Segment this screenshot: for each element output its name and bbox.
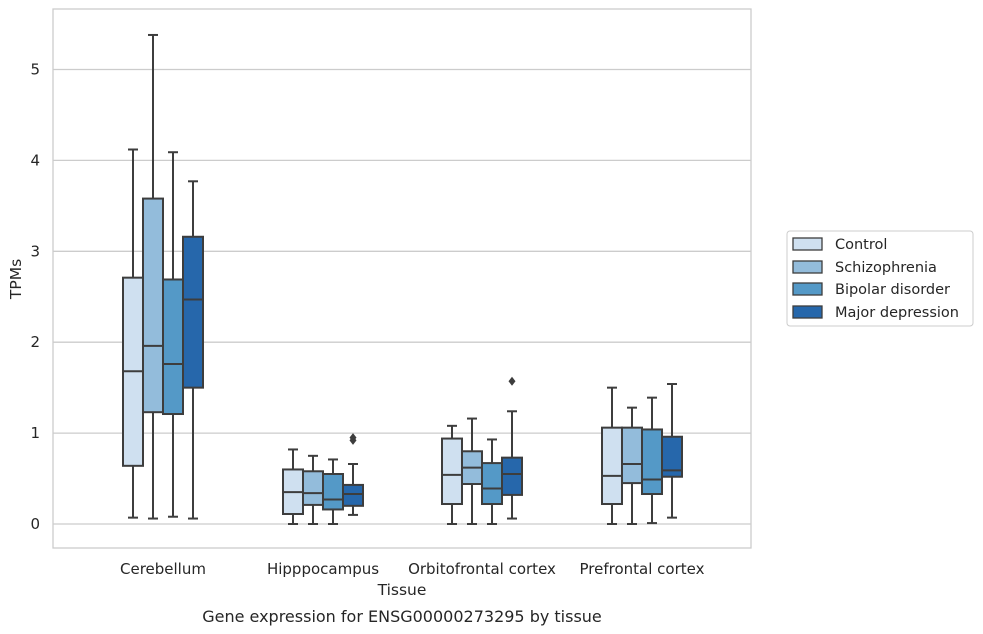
box-1-2 bbox=[461, 417, 483, 525]
box-body bbox=[162, 278, 184, 416]
box-body bbox=[441, 437, 463, 506]
legend-label: Control bbox=[835, 237, 887, 253]
box-body bbox=[302, 470, 324, 506]
box-body bbox=[182, 235, 204, 389]
outlier-point bbox=[349, 433, 357, 443]
y-tick-label: 1 bbox=[30, 424, 40, 442]
y-tick-label: 4 bbox=[30, 151, 40, 169]
box-3-1 bbox=[342, 433, 364, 516]
legend-label: Schizophrenia bbox=[835, 260, 937, 276]
box-body bbox=[641, 428, 663, 496]
x-axis-label: Tissue bbox=[377, 581, 427, 599]
box-body bbox=[621, 426, 643, 485]
box-body bbox=[342, 483, 364, 507]
legend-swatch bbox=[792, 260, 823, 274]
box-1-1 bbox=[302, 454, 324, 525]
box-0-2 bbox=[441, 424, 463, 525]
legend-swatch bbox=[792, 237, 823, 251]
box-0-3 bbox=[601, 386, 623, 525]
box-body bbox=[142, 197, 164, 414]
x-tick-label: Hipppocampus bbox=[267, 560, 379, 578]
box-1-0 bbox=[142, 33, 164, 520]
y-tick-label: 3 bbox=[30, 242, 40, 260]
plot-area-frame bbox=[52, 8, 752, 549]
y-tick-label: 5 bbox=[30, 61, 40, 79]
box-2-2 bbox=[481, 438, 503, 525]
y-axis-label: TPMs bbox=[7, 259, 25, 300]
box-1-3 bbox=[621, 406, 643, 525]
box-3-3 bbox=[661, 383, 683, 519]
x-tick-label: Cerebellum bbox=[120, 560, 206, 578]
legend-frame bbox=[786, 230, 974, 327]
box-2-0 bbox=[162, 151, 184, 518]
figure-caption: Gene expression for ENSG00000273295 by t… bbox=[202, 607, 602, 626]
box-0-0 bbox=[122, 148, 144, 519]
legend-swatch bbox=[792, 282, 823, 296]
legend-swatch bbox=[792, 305, 823, 319]
y-tick-label: 0 bbox=[30, 515, 40, 533]
y-tick-label: 2 bbox=[30, 333, 40, 351]
x-tick-label: Prefrontal cortex bbox=[580, 560, 705, 578]
outlier-point bbox=[508, 376, 516, 386]
y-tick-labels: 0 1 2 3 4 5 bbox=[30, 61, 40, 534]
x-tick-label: Orbitofrontal cortex bbox=[408, 560, 556, 578]
legend-label: Bipolar disorder bbox=[835, 282, 950, 298]
box-3-2 bbox=[501, 376, 523, 520]
box-body bbox=[601, 426, 623, 506]
box-body bbox=[481, 462, 503, 506]
boxes bbox=[122, 33, 683, 525]
box-2-1 bbox=[322, 458, 344, 525]
box-3-0 bbox=[182, 180, 204, 520]
box-body bbox=[661, 435, 683, 478]
box-body bbox=[322, 473, 344, 511]
box-0-1 bbox=[282, 448, 304, 525]
legend-label: Major depression bbox=[835, 305, 959, 321]
legend: Control Schizophrenia Bipolar disorder Majo… bbox=[786, 230, 974, 327]
box-2-3 bbox=[641, 396, 663, 525]
x-tick-labels: Cerebellum Hipppocampus Orbitofrontal cort… bbox=[120, 560, 705, 578]
box-body bbox=[501, 456, 523, 496]
